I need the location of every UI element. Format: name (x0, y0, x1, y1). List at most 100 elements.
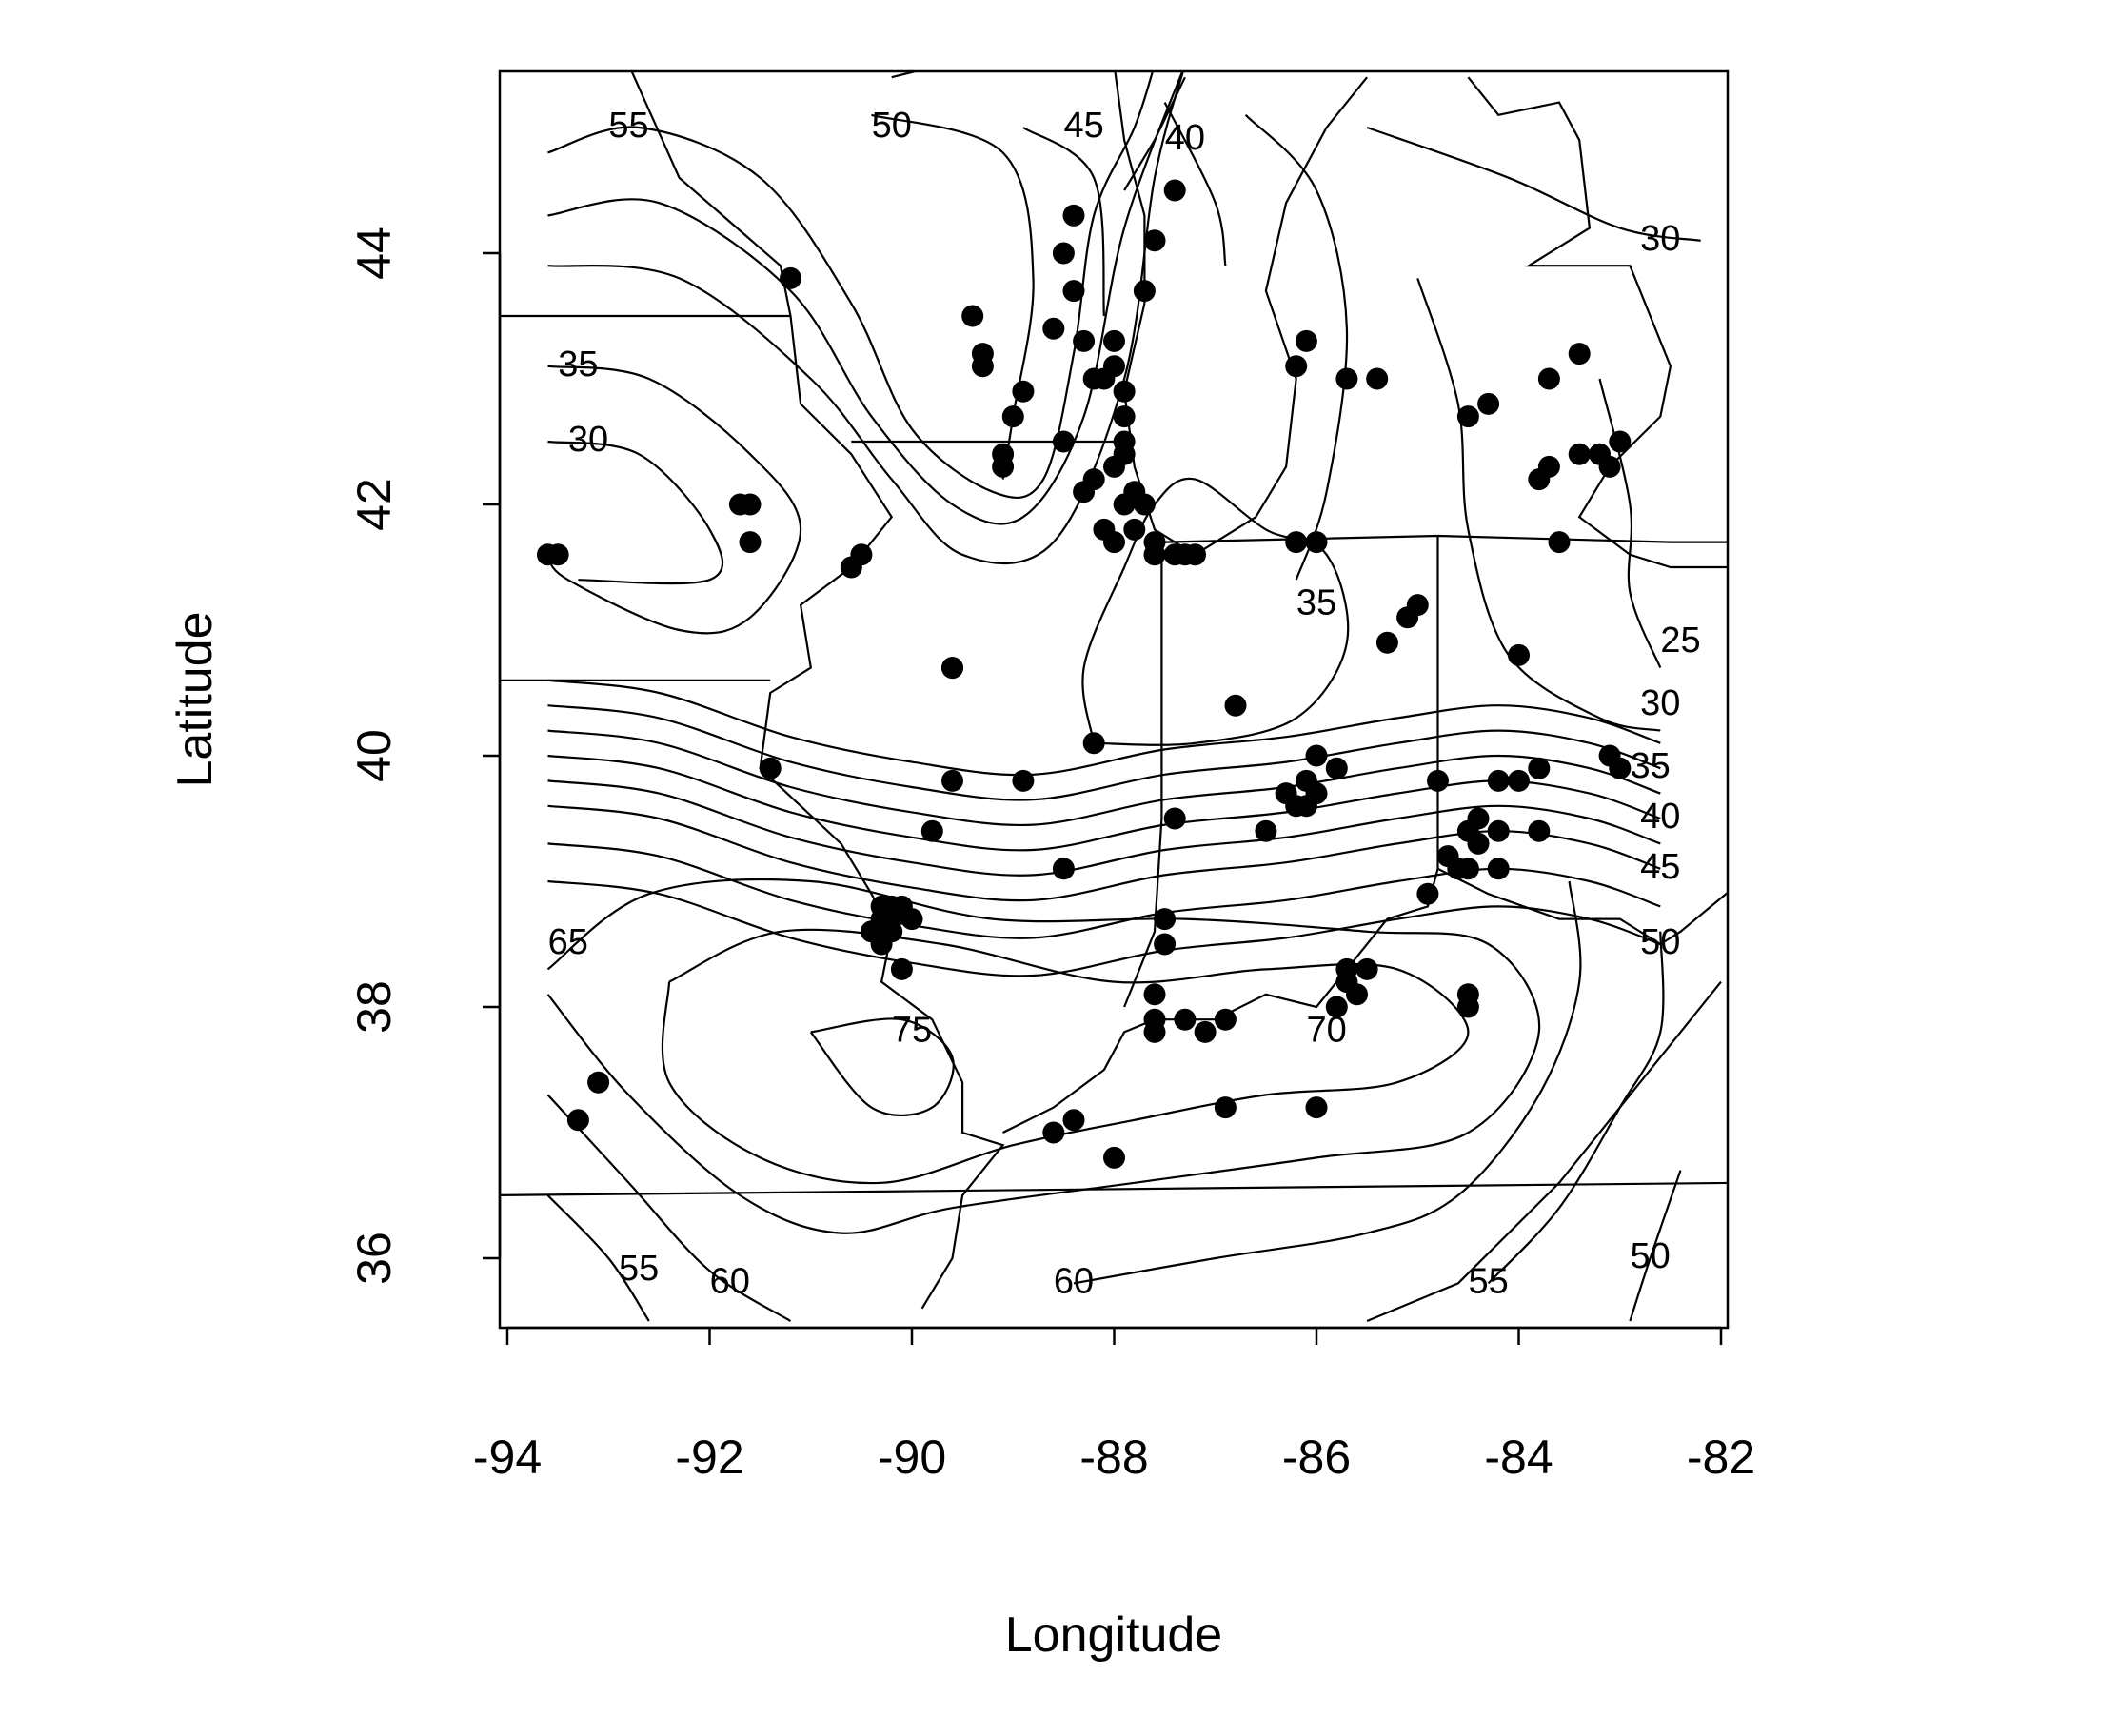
station-point (1163, 807, 1186, 830)
x-tick-label: -88 (1079, 1430, 1148, 1484)
y-axis-title: Latitude (168, 611, 223, 787)
station-point (1295, 329, 1317, 352)
x-tick-label: -82 (1687, 1430, 1755, 1484)
station-point (1001, 405, 1024, 428)
station-point (728, 493, 751, 516)
contour-60-west (546, 1094, 792, 1322)
station-point (1396, 606, 1419, 629)
mississippi-river (630, 71, 1005, 1310)
contour-label: 65 (548, 922, 588, 962)
contour-label: 75 (892, 1010, 932, 1050)
contour-35-center (1081, 477, 1350, 746)
station-point (1598, 744, 1621, 767)
station-point (1062, 280, 1085, 303)
contour-65 (546, 878, 1541, 1234)
contour-label: 40 (1165, 118, 1205, 158)
station-point (1214, 1008, 1237, 1031)
station-point (1456, 996, 1479, 1018)
x-tick-label: -84 (1484, 1430, 1553, 1484)
station-point (1224, 694, 1247, 717)
contour-35-west (546, 365, 802, 635)
contour-30-west (547, 440, 724, 585)
contour-30-east (1416, 278, 1661, 732)
contour-40-north (1163, 102, 1227, 266)
x-tick-label: -94 (473, 1430, 542, 1484)
contour-30 (1366, 126, 1701, 242)
contour-70 (661, 928, 1470, 1185)
contour-55 (547, 71, 1155, 499)
station-point (1285, 531, 1308, 554)
station-point (1477, 392, 1500, 415)
station-point (1355, 957, 1378, 980)
station-point (1154, 933, 1177, 956)
border-in-mi (1164, 534, 1728, 543)
contour-50-southeast (1629, 1170, 1682, 1322)
station-point (1487, 769, 1510, 792)
station-point (1427, 769, 1449, 792)
station-point (1568, 343, 1591, 365)
station-point (1123, 518, 1146, 541)
contour-45 (547, 71, 1185, 565)
border-il-in (1123, 542, 1163, 1008)
station-point (1416, 882, 1439, 905)
station-point (1366, 367, 1389, 390)
station-point (1305, 1096, 1328, 1119)
station-point (1143, 543, 1166, 566)
contour-label: 50 (1630, 1236, 1670, 1276)
contour-label: 40 (1640, 797, 1680, 837)
contour-label: 45 (1640, 847, 1680, 887)
station-point (941, 769, 963, 792)
station-point (1073, 481, 1096, 503)
station-point (1113, 380, 1136, 403)
station-point (1184, 543, 1206, 566)
station-point (1103, 1146, 1125, 1169)
station-point (1375, 631, 1398, 654)
contour-label: 50 (872, 106, 912, 146)
contour-label: 60 (1054, 1261, 1094, 1301)
station-point (1062, 1109, 1085, 1132)
border-ky-va (1366, 980, 1722, 1323)
station-point (1062, 204, 1085, 227)
station-point (1325, 757, 1348, 779)
contour-label: 30 (1640, 683, 1680, 723)
x-axis: -94 -92 -90 -88 -86 -84 -82 (473, 1326, 1755, 1484)
contour-label: 35 (1296, 583, 1336, 623)
contour-band-0 (547, 679, 1661, 777)
station-point (1103, 531, 1125, 554)
station-point (1052, 242, 1075, 265)
contour-label: 35 (1630, 746, 1670, 786)
station-point (1346, 983, 1368, 1006)
station-point (941, 657, 963, 680)
y-tick-label: 40 (347, 729, 401, 782)
station-point (1528, 819, 1551, 842)
station-point (1335, 367, 1358, 390)
station-point (1073, 329, 1096, 352)
station-point (1568, 443, 1591, 465)
contour-label: 60 (710, 1261, 750, 1301)
station-point (920, 819, 943, 842)
contour-band-7 (547, 879, 1661, 977)
station-point (1012, 380, 1035, 403)
contour-label: 50 (1640, 922, 1680, 962)
contour-band-5 (547, 804, 1661, 902)
y-tick-label: 42 (347, 478, 401, 531)
station-point (739, 531, 762, 554)
station-point (566, 1109, 589, 1132)
station-points (537, 179, 1632, 1169)
station-point (1052, 858, 1075, 880)
station-point (1325, 996, 1348, 1018)
contour-45-north (1022, 127, 1105, 317)
contour-60-east (1073, 880, 1582, 1285)
station-point (1133, 493, 1156, 516)
station-point (1042, 317, 1065, 340)
station-point (1467, 832, 1490, 855)
station-point (537, 543, 559, 566)
station-point (1143, 983, 1166, 1006)
station-point (1305, 744, 1328, 767)
station-point (1163, 179, 1186, 202)
contour-55-west (546, 1194, 650, 1322)
station-point (1143, 229, 1166, 252)
contour-label: 55 (1468, 1261, 1508, 1301)
contour-lines (546, 71, 1701, 1322)
